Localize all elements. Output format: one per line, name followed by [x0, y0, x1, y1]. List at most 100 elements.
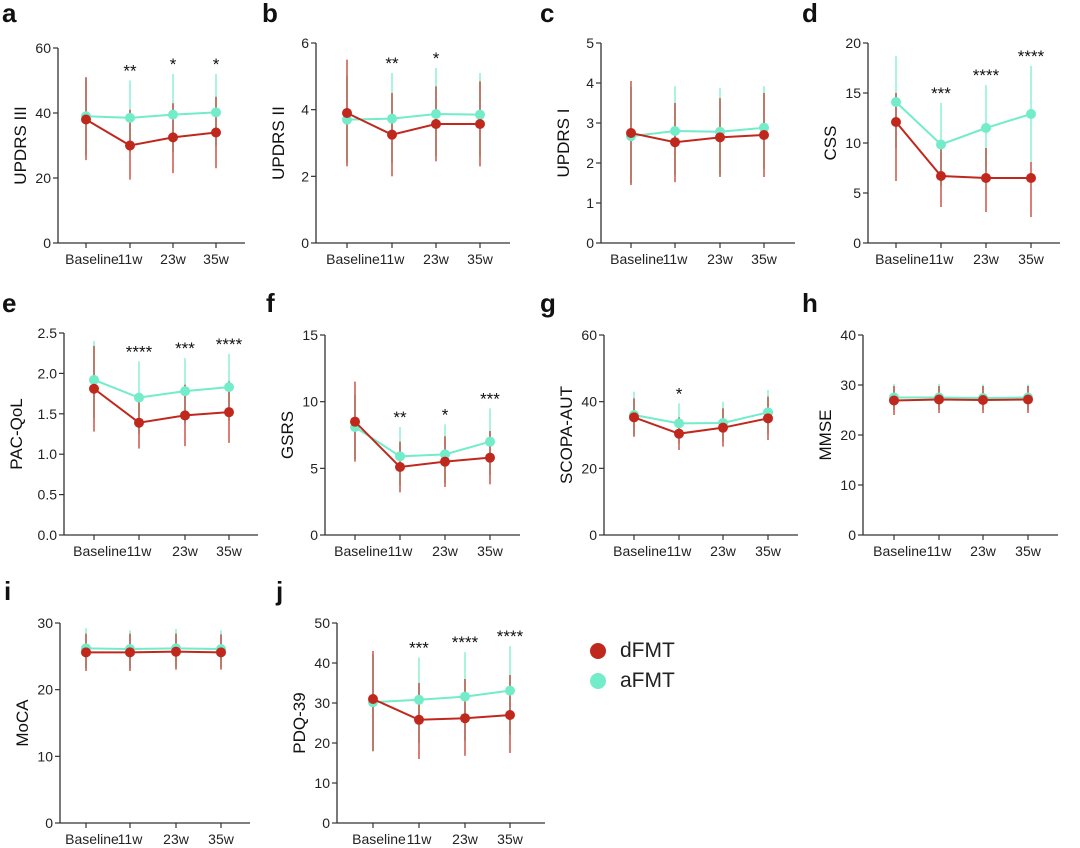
x-tick-label: Baseline: [613, 543, 667, 559]
y-tick-label: 10: [37, 748, 53, 764]
x-tick-label: Baseline: [73, 543, 127, 559]
point-dFMT: [125, 647, 135, 658]
y-tick-label: 50: [314, 615, 330, 631]
point-dFMT: [978, 395, 988, 405]
y-tick-label: 0: [848, 527, 856, 543]
point-dFMT: [431, 119, 441, 129]
line-dFMT: [893, 398, 1029, 402]
point-dFMT: [89, 383, 99, 394]
significance-marker: *: [442, 405, 449, 424]
x-tick-label: 23w: [452, 831, 479, 847]
point-aFMT: [1026, 109, 1036, 119]
line-dFMT: [93, 387, 230, 424]
x-tick-label: 11w: [380, 251, 406, 267]
significance-marker: **: [385, 54, 399, 73]
point-dFMT: [125, 140, 135, 151]
significance-marker: ***: [480, 389, 500, 408]
significance-marker: ***: [175, 339, 195, 358]
x-tick-label: 35w: [497, 831, 524, 847]
y-tick-label: 5: [586, 35, 594, 51]
y-tick-label: 2.5: [38, 325, 58, 341]
y-tick-label: 2.0: [38, 365, 58, 381]
y-tick-label: 40: [35, 105, 51, 121]
x-tick-label: 11w: [407, 831, 433, 847]
x-tick-label: Baseline: [65, 251, 119, 267]
y-tick-label: 0: [586, 235, 594, 251]
x-tick-label: Baseline: [65, 831, 119, 847]
point-dFMT: [224, 407, 234, 418]
y-axis-label: UPDRS III: [11, 106, 30, 184]
point-aFMT: [485, 436, 495, 447]
x-tick-label: 23w: [160, 251, 187, 267]
point-dFMT: [395, 462, 405, 472]
point-dFMT: [350, 416, 360, 427]
y-tick-label: 30: [37, 615, 53, 631]
y-tick-label: 5: [853, 185, 861, 201]
x-tick-label: 11w: [663, 251, 689, 267]
panel-g: g 0 20 40 60 SCOPA-AUT Baseline 11w 23w 35w *: [540, 288, 798, 559]
y-axis-label: GSRS: [278, 411, 297, 459]
point-dFMT: [626, 128, 636, 138]
point-dFMT: [715, 132, 725, 143]
x-tick-label: 11w: [118, 251, 144, 267]
y-tick-label: 10: [314, 775, 330, 791]
y-tick-label: 20: [314, 735, 330, 751]
y-tick-label: 1.5: [38, 406, 58, 422]
y-tick-label: 2: [301, 168, 309, 184]
point-dFMT: [211, 127, 221, 138]
line-aFMT: [894, 396, 1029, 400]
point-aFMT: [414, 694, 424, 705]
y-axis-label: PDQ-39: [290, 692, 309, 753]
point-aFMT: [936, 139, 946, 150]
line-dFMT: [630, 132, 765, 144]
y-axis-label: MMSE: [816, 410, 835, 461]
x-tick-label: 35w: [203, 251, 230, 267]
y-tick-label: 30: [314, 695, 330, 711]
point-dFMT: [180, 410, 190, 421]
line-aFMT: [85, 111, 217, 119]
y-tick-label: 0: [322, 815, 330, 831]
x-tick-label: 23w: [970, 543, 997, 559]
panel-letter: c: [540, 0, 554, 28]
panel-letter: h: [802, 288, 818, 318]
legend-label-afmt: aFMT: [620, 669, 675, 692]
point-dFMT: [387, 129, 397, 140]
y-axis-label: UPDRS I: [554, 109, 573, 178]
point-aFMT: [460, 691, 470, 702]
y-tick-label: 60: [35, 40, 51, 56]
significance-marker: ****: [216, 335, 243, 354]
point-aFMT: [440, 449, 450, 460]
y-tick-label: 15: [302, 327, 318, 343]
legend-label-dfmt: dFMT: [620, 639, 675, 662]
point-aFMT: [759, 122, 769, 133]
legend-marker-dfmt: [590, 643, 606, 659]
y-tick-label: 0: [45, 815, 53, 831]
point-dFMT: [216, 647, 226, 658]
y-tick-label: 20: [35, 170, 51, 186]
line-dFMT: [86, 650, 222, 654]
y-tick-label: 40: [840, 327, 856, 343]
panel-h: h 0 10 20 30 40 MMSE Baseline 11w 23w 35w: [802, 288, 1058, 559]
panel-letter: j: [275, 576, 283, 606]
point-aFMT: [125, 112, 135, 123]
significance-marker: *: [213, 55, 220, 74]
significance-marker: *: [676, 384, 683, 403]
y-tick-label: 0: [301, 235, 309, 251]
y-axis-label: SCOPA-AUT: [557, 386, 576, 484]
x-tick-label: 23w: [172, 543, 199, 559]
panel-letter: i: [4, 576, 11, 606]
legend-item-afmt: aFMT: [590, 666, 675, 696]
point-dFMT: [134, 417, 144, 428]
y-tick-label: 10: [845, 135, 861, 151]
y-tick-label: 0: [43, 235, 51, 251]
point-dFMT: [670, 137, 680, 148]
y-axis-label: MoCA: [13, 699, 32, 747]
y-tick-label: 1: [586, 195, 594, 211]
y-tick-label: 6: [301, 35, 309, 51]
y-tick-label: 10: [840, 477, 856, 493]
x-tick-label: 11w: [927, 543, 953, 559]
legend-marker-afmt: [590, 673, 606, 689]
